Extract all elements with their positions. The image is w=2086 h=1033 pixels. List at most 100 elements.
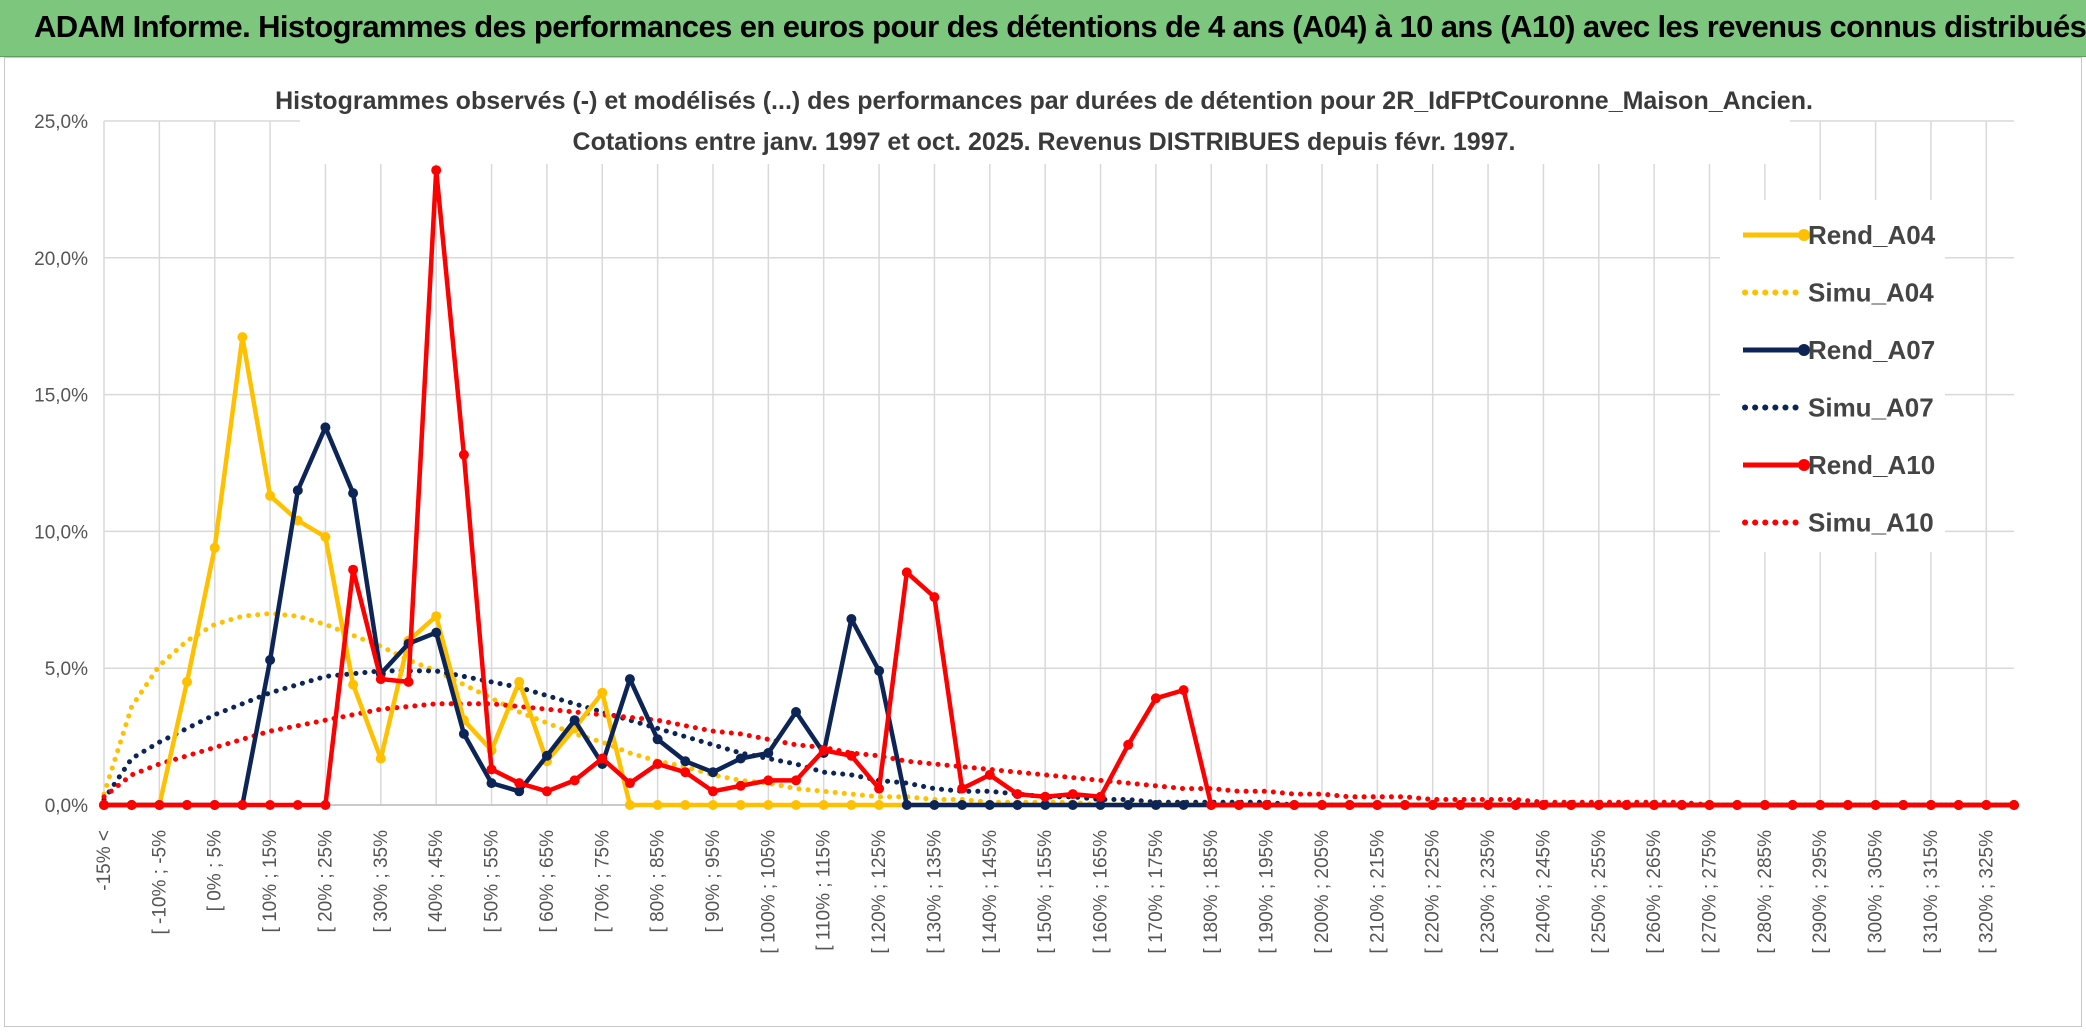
data-point: [846, 800, 857, 810]
x-tick-label: [ 60% ; 65%: [537, 830, 558, 933]
series-simu-a07: [101, 668, 2017, 808]
series-simu-a10: [101, 701, 2017, 808]
data-point: [708, 767, 718, 778]
x-tick-label: [ 80% ; 85%: [648, 830, 669, 933]
legend-label: Simu_A04: [1808, 278, 1934, 308]
x-tick-label: [ 230% ; 235%: [1478, 830, 1499, 954]
data-point: [375, 753, 386, 764]
x-tick-label: [ 30% ; 35%: [371, 830, 392, 933]
data-point: [320, 531, 331, 542]
data-point: [624, 674, 635, 685]
data-point: [901, 800, 912, 810]
series-line: [104, 167, 2014, 808]
y-tick-label: 5,0%: [45, 659, 88, 680]
legend-label: Simu_A07: [1808, 393, 1934, 423]
data-point: [1095, 800, 1106, 810]
data-point: [348, 488, 359, 499]
x-tick-label: [ 50% ; 55%: [482, 830, 503, 933]
data-point: [486, 764, 497, 775]
data-point: [237, 800, 248, 810]
data-point: [209, 800, 220, 810]
data-point: [1483, 800, 1494, 810]
data-point: [1842, 800, 1853, 810]
data-point: [1233, 800, 1244, 810]
x-tick-label: [ 100% ; 105%: [758, 830, 779, 954]
y-tick-label: 25,0%: [34, 112, 88, 133]
data-point: [265, 655, 276, 665]
data-point: [1206, 800, 1217, 810]
y-tick-label: 15,0%: [34, 386, 88, 407]
x-tick-label: [ 110% ; 115%: [814, 830, 835, 951]
data-point: [763, 800, 774, 810]
data-point: [514, 778, 525, 789]
chart-title-line: Histogrammes observés (-) et modélisés (…: [275, 87, 1813, 115]
data-point: [265, 490, 276, 501]
data-point: [458, 449, 469, 460]
data-point: [265, 800, 276, 810]
data-point: [1538, 800, 1549, 810]
legend-item-simu-a07: Simu_A07: [1742, 393, 1934, 423]
data-point: [1400, 800, 1410, 810]
data-point: [735, 800, 746, 810]
data-point: [874, 800, 885, 810]
data-point: [846, 750, 857, 761]
data-point: [431, 165, 442, 176]
data-point: [1455, 800, 1466, 810]
chart-title: Histogrammes observés (-) et modélisés (…: [275, 87, 1813, 156]
data-point: [680, 767, 691, 778]
x-tick-label: [ 170% ; 175%: [1146, 830, 1167, 954]
data-point: [1732, 800, 1743, 810]
data-point: [1289, 800, 1300, 810]
data-point: [1344, 800, 1355, 810]
x-tick-label: [ 270% ; 275%: [1700, 830, 1721, 954]
data-point: [320, 800, 331, 810]
data-point: [1621, 800, 1632, 810]
data-point: [1566, 800, 1577, 810]
x-tick-label: [ 20% ; 25%: [315, 830, 336, 933]
data-point: [1704, 800, 1715, 810]
x-tick-label: [ 290% ; 295%: [1810, 830, 1831, 954]
data-point: [1870, 800, 1881, 810]
data-point: [1953, 800, 1964, 810]
data-point: [1150, 800, 1161, 810]
data-point: [1067, 789, 1078, 800]
data-point: [791, 775, 801, 786]
chart-frame: [4, 57, 2082, 1027]
x-tick-label: [ 130% ; 135%: [924, 830, 945, 954]
data-point: [1012, 789, 1023, 800]
data-point: [1123, 739, 1134, 750]
x-tick-label: [ 320% ; 325%: [1976, 830, 1997, 954]
data-point: [486, 778, 497, 789]
y-tick-label: 10,0%: [34, 522, 88, 543]
legend-background: [1720, 200, 1945, 552]
legend-item-rend-a04: Rend_A04: [1743, 220, 1936, 250]
data-point: [1040, 800, 1051, 810]
data-point: [624, 778, 635, 789]
data-point: [1649, 800, 1660, 810]
data-point: [1123, 800, 1134, 810]
legend: Rend_A04 Simu_A04 Rend_A07 Simu_A07 Rend_A10…: [1742, 220, 1936, 538]
x-tick-label: [ 200% ; 205%: [1312, 830, 1333, 954]
data-point: [1759, 800, 1770, 810]
data-point: [182, 676, 192, 687]
x-tick-label: [ 260% ; 265%: [1644, 830, 1665, 954]
x-tick-label: [ 10% ; 15%: [260, 830, 281, 933]
data-point: [846, 614, 857, 624]
data-point: [209, 542, 220, 553]
legend-item-rend-a10: Rend_A10: [1743, 450, 1935, 480]
data-point: [1317, 800, 1327, 810]
data-point: [652, 800, 663, 810]
data-point: [514, 786, 525, 797]
legend-label: Simu_A10: [1808, 508, 1934, 538]
data-point: [1926, 800, 1936, 810]
data-point: [541, 750, 552, 761]
x-tick-label: -15% <: [94, 830, 115, 891]
x-tick-label: [ 180% ; 185%: [1201, 830, 1222, 954]
y-axis: 0,0% 5,0% 10,0% 15,0% 20,0% 25,0%: [34, 112, 88, 817]
page-title: ADAM Informe. Histogrammes des performan…: [34, 9, 2086, 44]
chart-title-line: Cotations entre janv. 1997 et oct. 2025.…: [573, 128, 1516, 156]
data-point: [1981, 800, 1992, 810]
y-tick-label: 20,0%: [34, 249, 88, 270]
data-point: [874, 665, 885, 676]
